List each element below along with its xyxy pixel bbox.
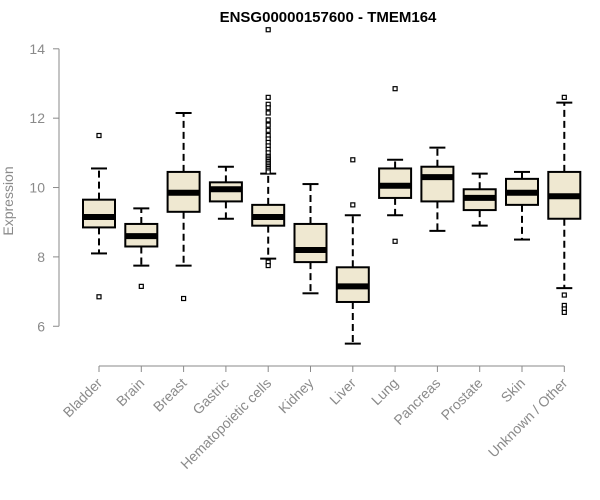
box-prostate <box>462 172 497 227</box>
outlier-point <box>561 94 567 100</box>
box-gastric <box>208 165 243 220</box>
box-bladder <box>82 132 116 300</box>
outlier-point <box>181 295 187 302</box>
box-unknown-other <box>547 94 582 315</box>
x-tick-label: Lung <box>368 375 401 408</box>
outlier-point <box>392 86 398 92</box>
iqr-box <box>82 198 116 229</box>
outlier-point <box>265 27 271 33</box>
box-liver <box>335 157 370 345</box>
y-tick-label: 8 <box>37 249 45 265</box>
box-pancreas <box>420 146 455 232</box>
x-tick-label: Bladder <box>60 375 106 421</box>
x-tick-label: Skin <box>498 375 529 406</box>
chart-title: ENSG00000157600 - TMEM164 <box>220 9 437 26</box>
box-kidney <box>293 183 328 295</box>
outlier-point <box>561 309 567 315</box>
x-tick-label: Breast <box>150 375 190 415</box>
outlier-point <box>265 127 271 133</box>
box-brain <box>124 207 159 289</box>
iqr-box <box>420 165 455 203</box>
y-axis: 6 8 10 12 14 <box>29 41 60 334</box>
outlier-point <box>265 122 271 128</box>
x-tick-label: Brain <box>113 375 147 409</box>
outlier-point <box>96 294 102 300</box>
outlier-point <box>96 132 102 139</box>
box-lung <box>378 86 413 244</box>
y-tick-label: 6 <box>37 318 45 334</box>
x-tick-label: Liver <box>326 375 359 408</box>
outlier-point <box>265 110 271 116</box>
outlier-point <box>138 283 144 289</box>
x-tick-label: Prostate <box>438 375 486 423</box>
y-tick-label: 10 <box>29 180 45 196</box>
box-skin <box>505 170 539 241</box>
x-tick-label: Kidney <box>275 375 317 417</box>
box-plots <box>82 27 582 345</box>
outlier-point <box>561 292 567 298</box>
outlier-point <box>350 202 356 208</box>
outlier-point <box>265 262 271 269</box>
y-tick-label: 12 <box>29 110 45 126</box>
y-tick-label: 14 <box>29 41 45 57</box>
y-axis-label: Expression <box>0 166 16 235</box>
box-hematopoietic-cells <box>251 27 286 269</box>
outlier-point <box>265 105 271 111</box>
outlier-point <box>350 157 356 163</box>
outlier-point <box>392 238 398 244</box>
outlier-point <box>265 117 271 123</box>
outlier-point <box>265 94 271 100</box>
x-tick-label: Unknown / Other <box>485 375 571 461</box>
x-tick-label: Pancreas <box>390 375 443 428</box>
outlier-point <box>265 169 271 175</box>
iqr-box <box>293 222 328 264</box>
box-breast <box>166 111 201 302</box>
